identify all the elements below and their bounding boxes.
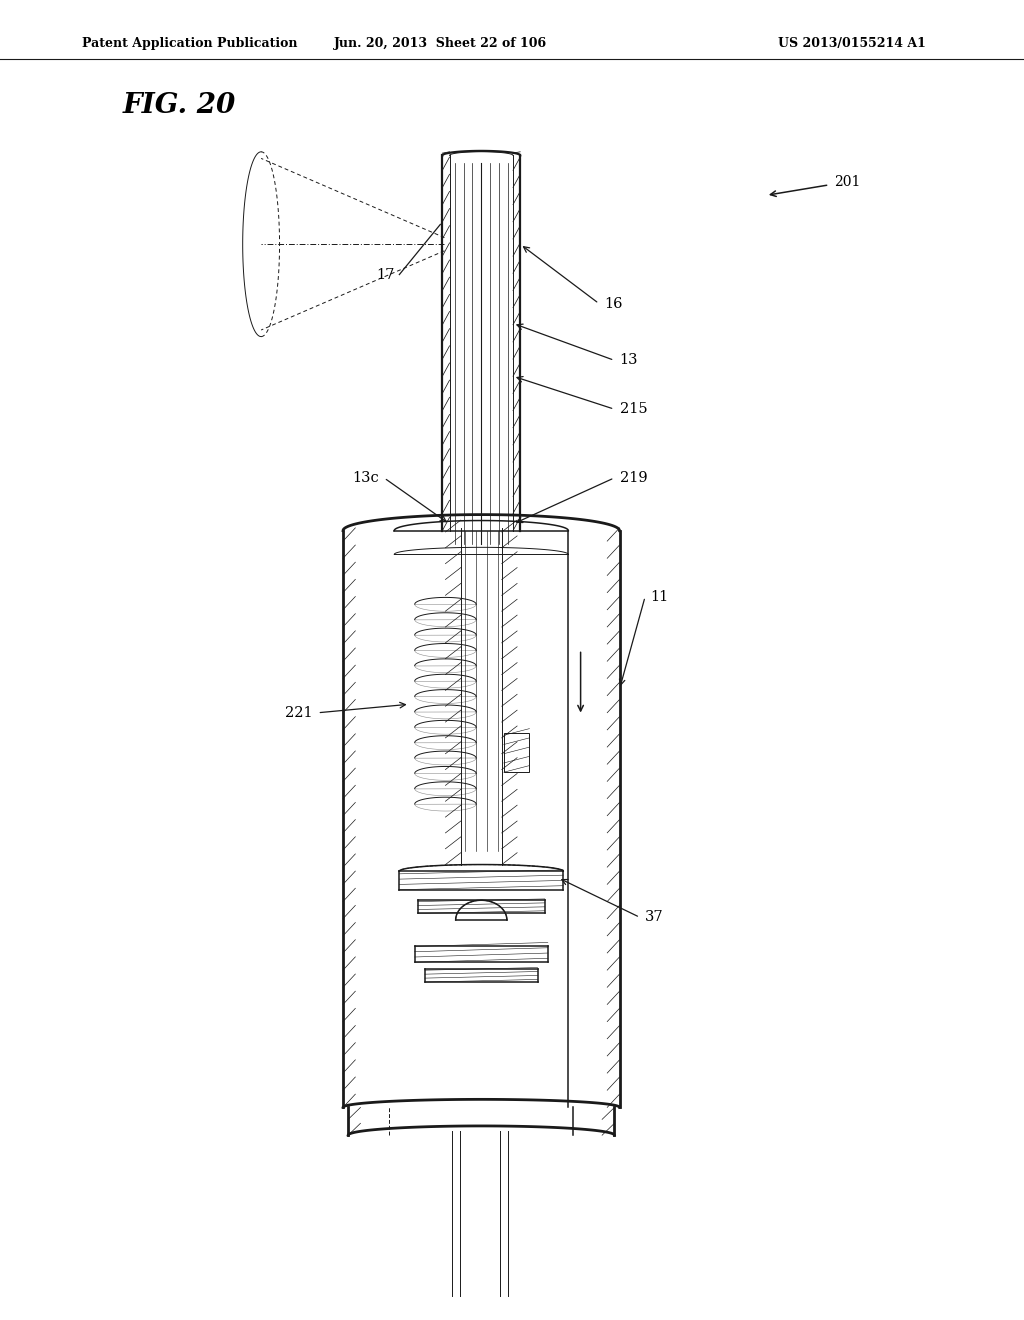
Text: 13: 13 [620, 354, 638, 367]
Text: Jun. 20, 2013  Sheet 22 of 106: Jun. 20, 2013 Sheet 22 of 106 [334, 37, 547, 50]
Text: 219: 219 [620, 471, 647, 484]
Text: 16: 16 [604, 297, 623, 310]
Text: 221: 221 [285, 706, 312, 719]
Text: Patent Application Publication: Patent Application Publication [82, 37, 297, 50]
Text: 37: 37 [645, 911, 664, 924]
Text: 201: 201 [835, 176, 861, 189]
Bar [504, 733, 529, 772]
Text: FIG. 20: FIG. 20 [123, 92, 237, 119]
Text: 13c: 13c [352, 471, 379, 484]
Text: US 2013/0155214 A1: US 2013/0155214 A1 [778, 37, 926, 50]
Text: 11: 11 [650, 590, 669, 603]
Text: 17: 17 [376, 268, 394, 281]
Text: 215: 215 [620, 403, 647, 416]
